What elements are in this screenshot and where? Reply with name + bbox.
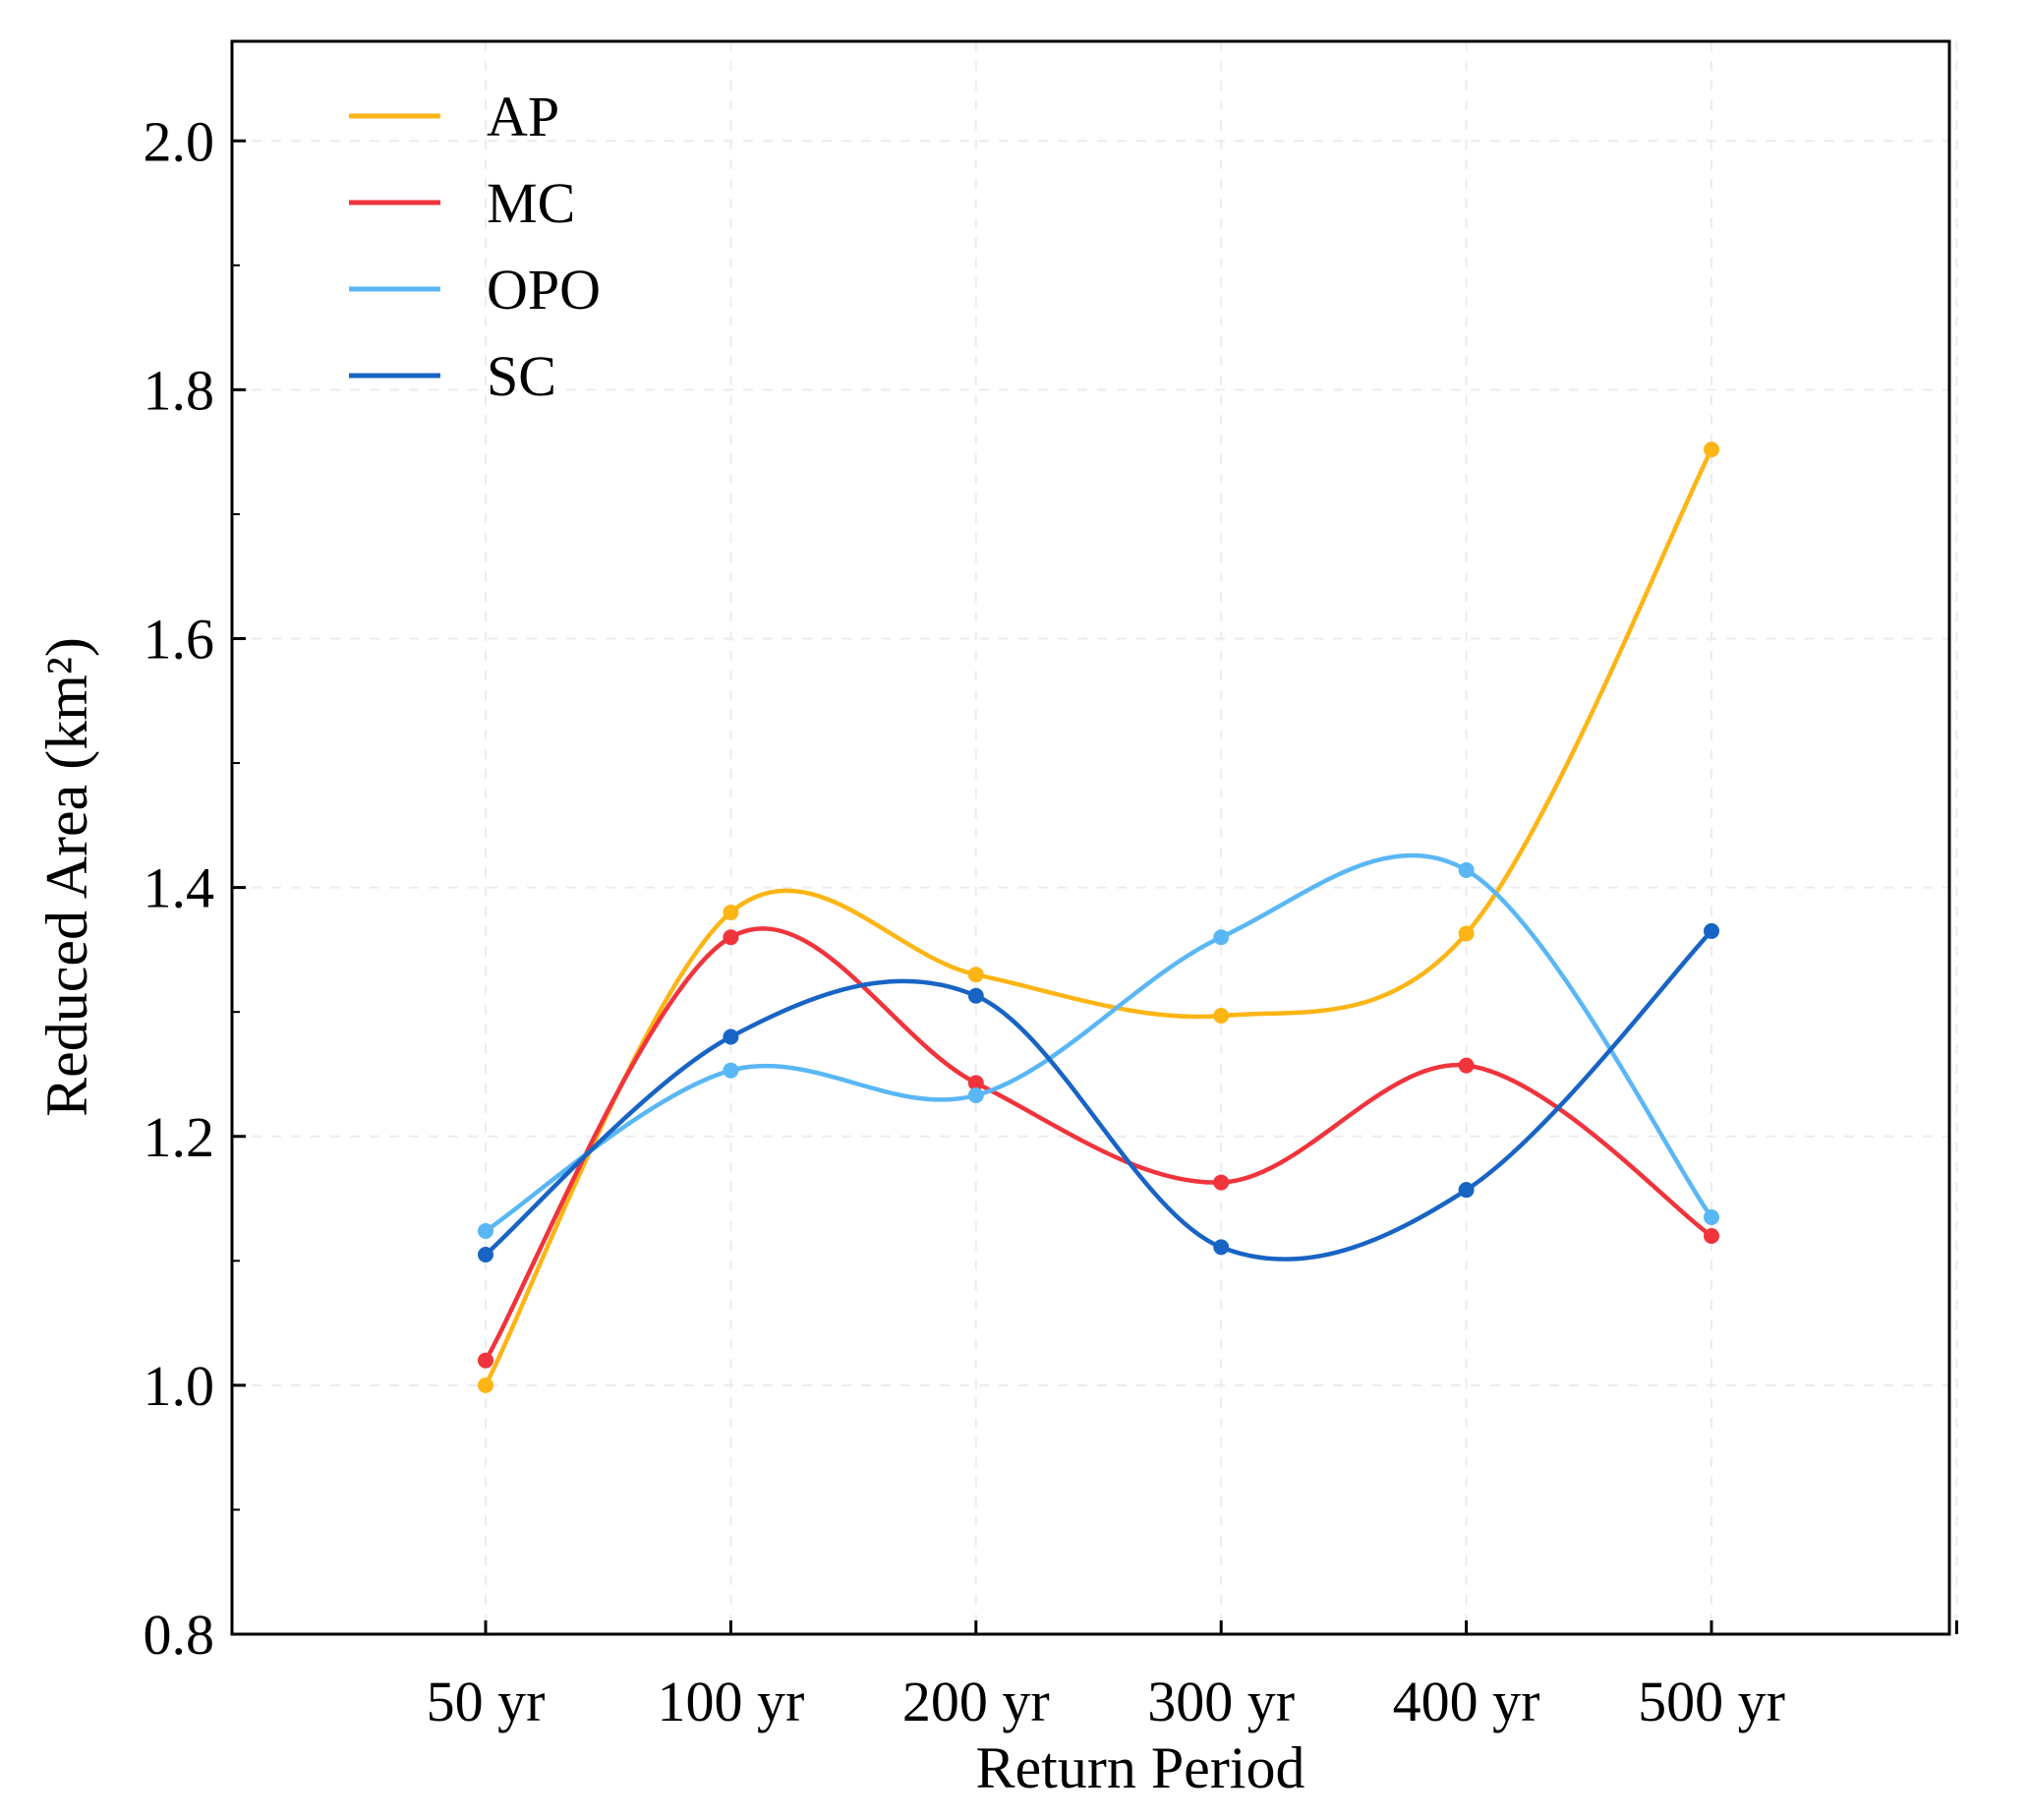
y-tick-label: 1.6 (144, 608, 215, 672)
x-tick-label: 100 yr (657, 1670, 804, 1733)
grid (232, 41, 1958, 1634)
legend-label-mc: MC (487, 171, 575, 235)
y-tick-label: 1.8 (144, 358, 215, 422)
plot-frame (230, 39, 1951, 1636)
data-point-opo (723, 1062, 739, 1079)
data-point-ap (478, 1377, 493, 1393)
x-axis-title: Return Period (976, 1735, 1305, 1800)
data-point-mc (723, 929, 739, 946)
data-point-sc (1704, 922, 1719, 939)
x-tick-label: 500 yr (1638, 1670, 1785, 1733)
data-point-mc (1704, 1228, 1719, 1244)
series-ap (478, 441, 1719, 1393)
data-point-opo (1213, 929, 1230, 946)
y-axis-title: Reduced Area (km²) (34, 637, 99, 1117)
data-point-ap (967, 967, 984, 983)
data-point-mc (967, 1075, 984, 1091)
data-point-mc (1213, 1174, 1230, 1191)
y-tick-label: 1.0 (144, 1354, 215, 1418)
data-point-mc (1458, 1057, 1475, 1074)
data-point-ap (1704, 441, 1719, 458)
data-point-sc (1458, 1182, 1475, 1199)
y-tick-label: 1.2 (144, 1105, 215, 1169)
data-point-sc (1213, 1239, 1230, 1256)
data-point-opo (478, 1222, 493, 1239)
x-tick-label: 50 yr (427, 1670, 546, 1733)
y-tick-label: 0.8 (144, 1603, 215, 1667)
data-point-ap (723, 904, 739, 920)
x-tick-label: 200 yr (902, 1670, 1050, 1733)
y-tick-label: 2.0 (144, 109, 215, 173)
x-tick-label: 300 yr (1147, 1670, 1295, 1733)
series-line-opo (483, 852, 1714, 1234)
data-point-ap (1458, 925, 1475, 942)
legend: AP MC OPO SC (349, 85, 601, 408)
axis-ticks: 0.8 1.0 1.2 1.4 1.6 1.8 2.0 50 yr 100 yr 200 yr 30… (144, 109, 1958, 1733)
x-tick-label: 400 yr (1393, 1670, 1540, 1733)
data-point-sc (478, 1246, 493, 1262)
data-point-opo (967, 1086, 984, 1103)
series-line-ap (483, 446, 1714, 1388)
series-line-sc (483, 928, 1714, 1262)
series-mc (478, 926, 1719, 1369)
legend-label-ap: AP (487, 85, 559, 148)
series-layer (478, 441, 1719, 1393)
legend-label-sc: SC (487, 344, 556, 408)
data-point-mc (478, 1352, 493, 1369)
data-point-sc (723, 1028, 739, 1045)
data-point-opo (1704, 1209, 1719, 1226)
y-tick-label: 1.4 (144, 856, 215, 920)
data-point-ap (1213, 1007, 1230, 1024)
data-point-opo (1458, 861, 1475, 878)
series-opo (478, 852, 1719, 1239)
series-line-mc (483, 926, 1714, 1363)
data-point-sc (967, 987, 984, 1004)
series-sc (478, 922, 1719, 1262)
legend-label-opo: OPO (487, 258, 601, 322)
